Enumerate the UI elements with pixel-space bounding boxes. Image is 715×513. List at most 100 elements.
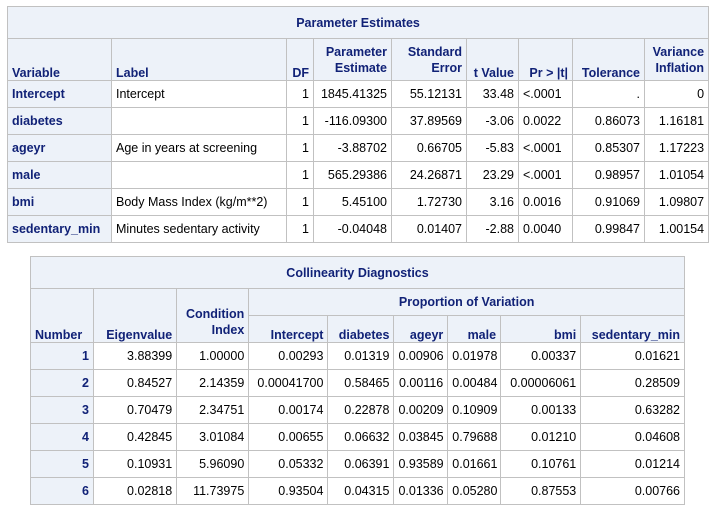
cell-vif: 1.00154 <box>643 215 710 243</box>
row-header-number: 6 <box>30 477 94 505</box>
row-header-variable: ageyr <box>7 134 112 162</box>
cell-tvalue: -5.83 <box>466 134 519 162</box>
table-row: male 1 565.29386 24.26871 23.29 <.0001 0… <box>7 161 710 189</box>
cell-male: 0.00484 <box>447 369 502 397</box>
cell-intercept: 0.93504 <box>248 477 329 505</box>
cell-vif: 1.16181 <box>643 107 710 135</box>
col-header-condition-index: Condition Index <box>176 288 250 343</box>
cell-sedentary-min: 0.01621 <box>580 342 685 370</box>
cell-estimate: 5.45100 <box>313 188 392 216</box>
parameter-estimates-title: Parameter Estimates <box>6 6 710 39</box>
cell-condition-index: 1.00000 <box>176 342 250 370</box>
cell-tvalue: 23.29 <box>466 161 519 189</box>
cell-estimate: -3.88702 <box>313 134 392 162</box>
cell-intercept: 0.00293 <box>248 342 329 370</box>
col-header-sedentary-min: sedentary_min <box>580 315 685 343</box>
cell-sedentary-min: 0.04608 <box>580 423 685 451</box>
table-row: sedentary_min Minutes sedentary activity… <box>7 215 710 243</box>
row-header-number: 3 <box>30 396 94 424</box>
cell-eigenvalue: 3.88399 <box>92 342 178 370</box>
col-header-intercept: Intercept <box>248 315 329 343</box>
cell-condition-index: 11.73975 <box>176 477 250 505</box>
col-header-variance-inflation: Variance Inflation <box>643 38 710 81</box>
row-header-number: 4 <box>30 423 94 451</box>
row-header-variable: sedentary_min <box>7 215 112 243</box>
table-row: bmi Body Mass Index (kg/m**2) 1 5.45100 … <box>7 188 710 216</box>
cell-tolerance: 0.91069 <box>572 188 645 216</box>
cell-df: 1 <box>286 80 314 108</box>
cell-stderr: 24.26871 <box>391 161 467 189</box>
cell-intercept: 0.05332 <box>248 450 329 478</box>
cell-tolerance: 0.85307 <box>572 134 645 162</box>
cell-intercept: 0.00174 <box>248 396 329 424</box>
cell-prob: 0.0016 <box>518 188 573 216</box>
table-row: ageyr Age in years at screening 1 -3.887… <box>7 134 710 162</box>
cell-label <box>111 161 287 189</box>
cell-prob: 0.0040 <box>518 215 573 243</box>
cell-stderr: 0.01407 <box>391 215 467 243</box>
cell-ageyr: 0.00116 <box>393 369 449 397</box>
cell-condition-index: 3.01084 <box>176 423 250 451</box>
cell-tolerance: 0.99847 <box>572 215 645 243</box>
cell-stderr: 37.89569 <box>391 107 467 135</box>
cell-tolerance: 0.86073 <box>572 107 645 135</box>
cell-diabetes: 0.58465 <box>327 369 395 397</box>
proportion-of-variation-header: Proportion of Variation <box>248 288 685 316</box>
cell-eigenvalue: 0.02818 <box>92 477 178 505</box>
cell-estimate: 565.29386 <box>313 161 392 189</box>
cell-stderr: 1.72730 <box>391 188 467 216</box>
table-row: Intercept Intercept 1 1845.41325 55.1213… <box>7 80 710 108</box>
cell-bmi: 0.01210 <box>500 423 582 451</box>
cell-label <box>111 107 287 135</box>
cell-ageyr: 0.00906 <box>393 342 449 370</box>
cell-diabetes: 0.22878 <box>327 396 395 424</box>
cell-label: Age in years at screening <box>111 134 287 162</box>
cell-df: 1 <box>286 161 314 189</box>
cell-male: 0.01978 <box>447 342 502 370</box>
col-header-number: Number <box>30 288 94 343</box>
col-header-pr-gt-t: Pr > |t| <box>518 38 573 81</box>
cell-label: Intercept <box>111 80 287 108</box>
cell-sedentary-min: 0.00766 <box>580 477 685 505</box>
cell-ageyr: 0.00209 <box>393 396 449 424</box>
col-header-t-value: t Value <box>466 38 519 81</box>
col-header-variable: Variable <box>7 38 112 81</box>
cell-male: 0.10909 <box>447 396 502 424</box>
col-header-ageyr: ageyr <box>393 315 449 343</box>
cell-stderr: 0.66705 <box>391 134 467 162</box>
cell-male: 0.79688 <box>447 423 502 451</box>
cell-ageyr: 0.03845 <box>393 423 449 451</box>
row-header-variable: bmi <box>7 188 112 216</box>
cell-label: Minutes sedentary activity <box>111 215 287 243</box>
cell-tvalue: -2.88 <box>466 215 519 243</box>
cell-intercept: 0.00655 <box>248 423 329 451</box>
col-header-eigenvalue: Eigenvalue <box>92 288 178 343</box>
cell-diabetes: 0.06632 <box>327 423 395 451</box>
cell-prob: <.0001 <box>518 80 573 108</box>
row-header-variable: diabetes <box>7 107 112 135</box>
cell-estimate: -0.04048 <box>313 215 392 243</box>
cell-df: 1 <box>286 215 314 243</box>
cell-df: 1 <box>286 107 314 135</box>
table-row: 2 0.84527 2.14359 0.00041700 0.58465 0.0… <box>30 369 685 397</box>
cell-tvalue: 33.48 <box>466 80 519 108</box>
row-header-number: 1 <box>30 342 94 370</box>
row-header-number: 5 <box>30 450 94 478</box>
cell-eigenvalue: 0.42845 <box>92 423 178 451</box>
cell-condition-index: 2.34751 <box>176 396 250 424</box>
row-header-variable: Intercept <box>7 80 112 108</box>
cell-estimate: -116.09300 <box>313 107 392 135</box>
cell-vif: 1.09807 <box>643 188 710 216</box>
cell-eigenvalue: 0.10931 <box>92 450 178 478</box>
col-header-tolerance: Tolerance <box>572 38 645 81</box>
col-header-male: male <box>447 315 502 343</box>
cell-vif: 0 <box>643 80 710 108</box>
row-header-number: 2 <box>30 369 94 397</box>
col-header-diabetes: diabetes <box>327 315 395 343</box>
cell-diabetes: 0.04315 <box>327 477 395 505</box>
cell-df: 1 <box>286 134 314 162</box>
cell-intercept: 0.00041700 <box>248 369 329 397</box>
cell-label: Body Mass Index (kg/m**2) <box>111 188 287 216</box>
col-header-bmi: bmi <box>500 315 582 343</box>
row-header-variable: male <box>7 161 112 189</box>
